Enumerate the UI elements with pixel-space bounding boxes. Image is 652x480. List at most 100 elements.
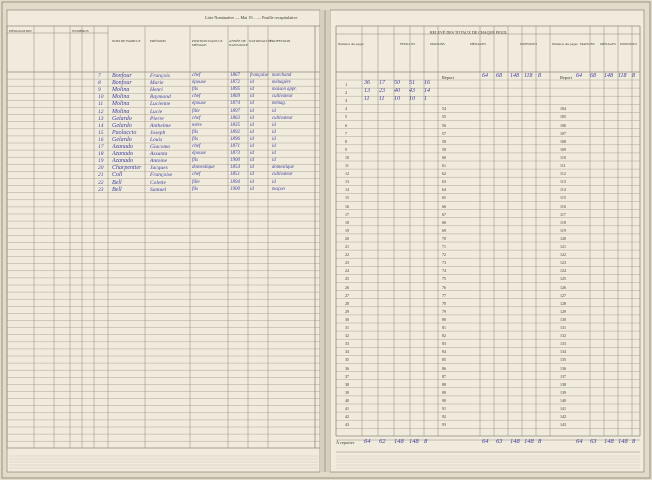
printed-page-number: 35	[345, 357, 349, 363]
printed-page-number: 130	[560, 316, 566, 322]
page-number: 1	[345, 82, 348, 87]
entry-first-name: Françoise	[150, 172, 173, 179]
entry-profession: ménagère	[272, 80, 291, 86]
right-column-header: Numéros des pages	[552, 42, 578, 46]
entry-nationality: id	[250, 94, 254, 100]
printed-page-number: 39	[345, 389, 349, 395]
total-right-value: 64	[576, 438, 583, 445]
report-row-value: 118	[524, 73, 533, 79]
left-page-header: Liste Nominative — Mai 19... — Feuille r…	[205, 15, 298, 20]
entry-first-name: Assunta	[150, 151, 168, 158]
printed-page-number: 40	[345, 397, 349, 403]
printed-page-number: 60	[442, 154, 446, 160]
printed-page-number: 26	[345, 284, 349, 290]
entry-number: 13	[98, 115, 104, 122]
entry-birth-year: 1896	[230, 136, 240, 142]
printed-page-number: 25	[345, 276, 349, 282]
entry-birth-year: 1851	[230, 172, 240, 178]
total-middle-value: 64	[482, 438, 489, 445]
entry-first-name: Raymond	[150, 94, 171, 101]
entry-profession: domestique	[272, 165, 294, 171]
left-column-header: PRÉNOMS	[150, 39, 167, 43]
printed-page-number: 134	[560, 349, 566, 355]
printed-page-number: 90	[442, 397, 446, 403]
entry-nationality: id	[250, 129, 254, 135]
printed-page-number: 125	[560, 276, 566, 282]
entry-family-name: Bell	[112, 179, 122, 186]
printed-page-number: 106	[560, 122, 566, 128]
entry-first-name: Samuel	[150, 186, 167, 193]
printed-page-number: 86	[442, 365, 446, 371]
printed-page-number: 55	[442, 114, 446, 120]
left-column-header: ANNÉE DE NAISSANCE	[229, 39, 249, 47]
printed-page-number: 31	[345, 325, 349, 330]
entry-nationality: id	[250, 144, 254, 149]
printed-page-number: 116	[560, 203, 566, 209]
printed-page-number: 114	[560, 187, 566, 193]
entry-position: fils	[192, 136, 199, 142]
entry-number: 17	[98, 144, 104, 150]
printed-page-number: 113	[560, 179, 566, 185]
entry-position: épouse	[192, 101, 206, 107]
printed-page-number: 24	[345, 268, 349, 274]
entry-position: domestique	[192, 165, 215, 171]
right-report-value: 64	[576, 73, 582, 79]
entry-nationality: id	[250, 136, 254, 142]
printed-page-number: 28	[345, 300, 349, 306]
left-column-header: NOM DE FAMILLE	[112, 39, 141, 43]
printed-page-number: 71	[442, 244, 446, 249]
right-column-header: MAISONS	[430, 42, 445, 46]
printed-page-number: 128	[560, 300, 566, 306]
printed-page-number: 120	[560, 235, 566, 241]
printed-page-number: 58	[442, 138, 446, 144]
printed-page-number: 143	[560, 422, 566, 428]
row-value: 50	[394, 80, 400, 86]
printed-page-number: 42	[345, 414, 349, 420]
entry-family-name: Bonfour	[112, 80, 132, 87]
total-middle-value: 8	[538, 438, 542, 445]
page-number: 2	[345, 90, 348, 96]
left-column-header: PROFESSION	[270, 39, 291, 43]
printed-page-number: 22	[345, 252, 349, 258]
row-value: 16	[424, 80, 430, 86]
printed-page-number: 83	[442, 341, 446, 347]
entry-profession: id	[272, 151, 276, 157]
printed-page-number: 11	[345, 163, 349, 168]
printed-page-number: 5	[345, 114, 347, 120]
left-column-header: POSITION DANS LE MÉNAGE	[192, 39, 223, 47]
printed-page-number: 117	[560, 211, 566, 217]
printed-page-number: 32	[345, 333, 349, 339]
entry-family-name: Coll	[112, 172, 123, 179]
printed-page-number: 57	[442, 130, 446, 136]
entry-nationality: id	[250, 151, 254, 157]
printed-page-number: 111	[560, 163, 566, 168]
total-middle-value: 148	[524, 438, 534, 445]
report-row-value: 8	[538, 73, 541, 79]
entry-number: 23	[98, 186, 104, 193]
printed-page-number: 69	[442, 227, 446, 233]
printed-page-number: 82	[442, 333, 446, 339]
entry-birth-year: 1835	[230, 122, 240, 128]
total-left-value: 8	[424, 438, 428, 445]
right-report-label: Report	[560, 75, 572, 80]
entry-number: 10	[98, 94, 104, 101]
right-report-value: 68	[590, 73, 596, 79]
printed-page-number: 74	[442, 268, 446, 274]
entry-first-name: Lucienne	[150, 101, 171, 108]
entry-position: chef	[192, 94, 201, 100]
entry-profession: ménag.	[272, 101, 286, 107]
printed-page-number: 34	[345, 349, 349, 355]
entry-profession: maçon	[272, 186, 285, 192]
entry-position: chef	[192, 73, 201, 78]
entry-profession: id	[272, 108, 276, 114]
right-column-header: FEUILLES	[400, 42, 416, 46]
entry-position: fils	[192, 186, 199, 192]
entry-profession: id	[272, 144, 276, 149]
entry-family-name: Bonfour	[112, 73, 132, 79]
entry-birth-year: 1897	[230, 108, 240, 114]
printed-page-number: 41	[345, 406, 349, 411]
total-left-value: 64	[364, 438, 371, 445]
printed-page-number: 123	[560, 260, 566, 266]
row-value: 23	[379, 88, 385, 95]
total-middle-value: 148	[510, 438, 520, 445]
